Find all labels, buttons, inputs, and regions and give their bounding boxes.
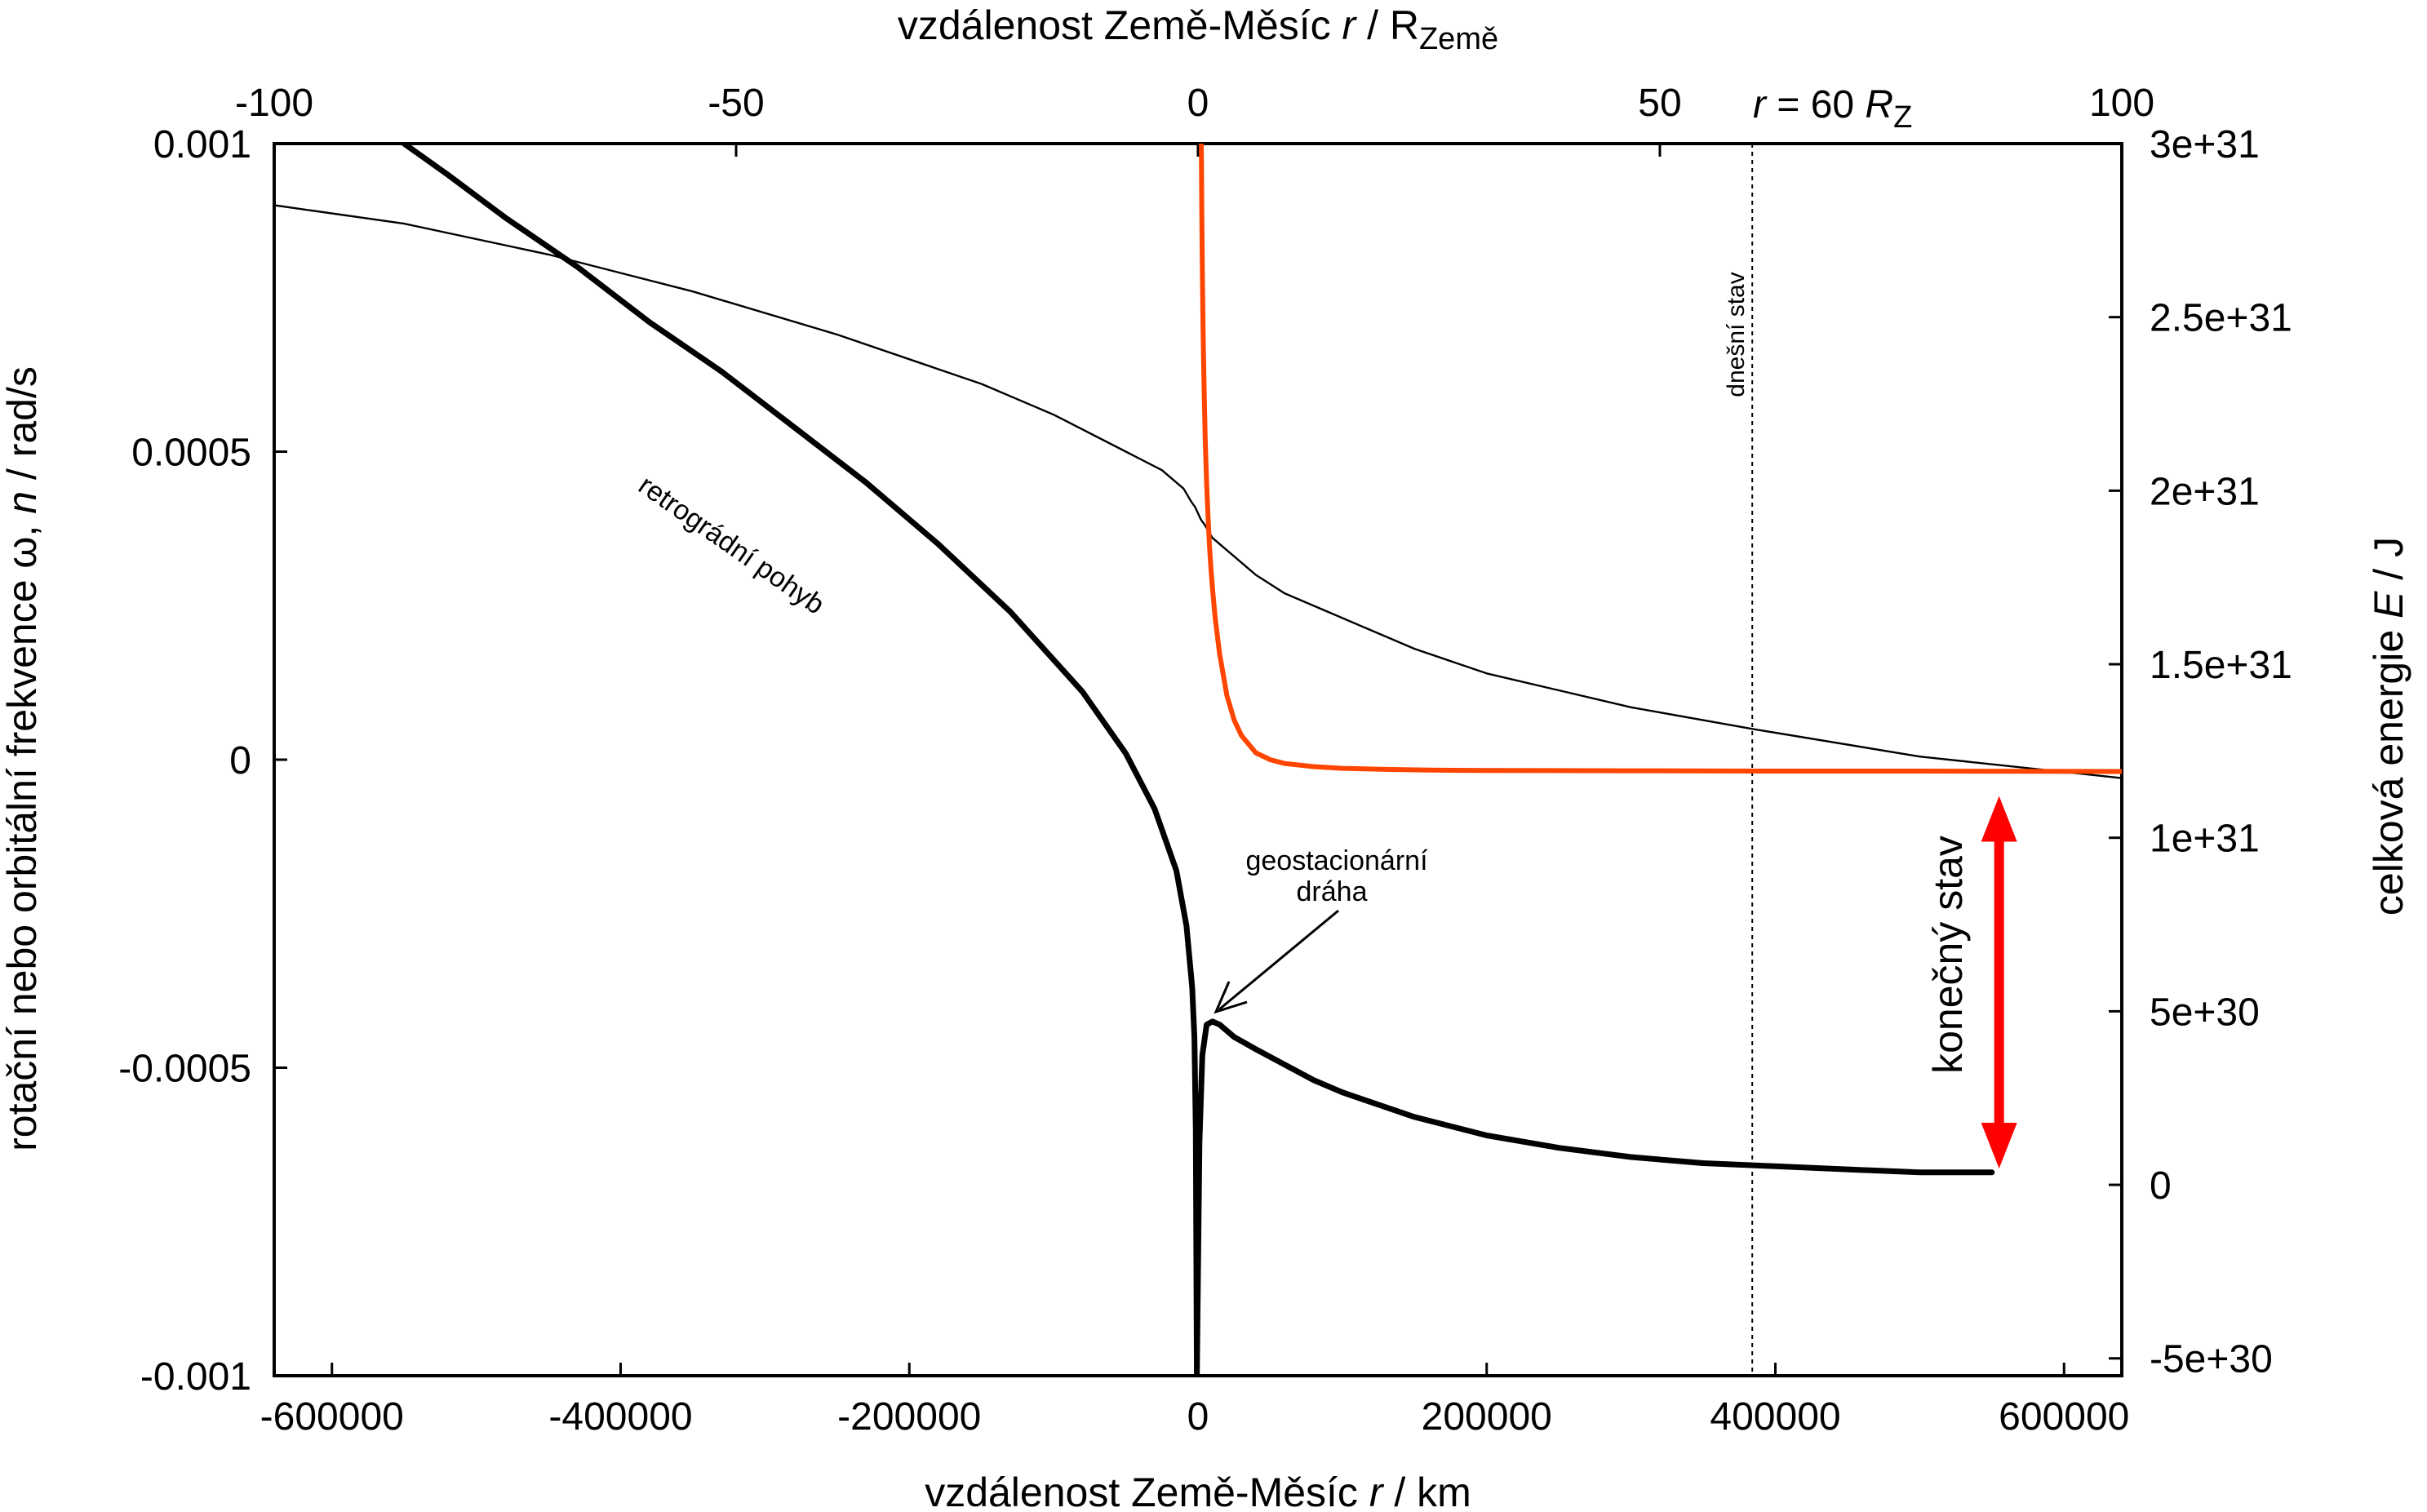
moon-distance-note: r = 60 RZ — [1753, 83, 1912, 135]
y-right-tick-label: 2e+31 — [2150, 470, 2260, 513]
y-right-tick-label: 3e+31 — [2150, 123, 2260, 166]
y-right-tick-label: 5e+30 — [2150, 991, 2260, 1034]
y-right-tick-label: 2.5e+31 — [2150, 297, 2292, 340]
x-top-tick-label: 0 — [1187, 82, 1209, 125]
series-earth-rotation — [274, 204, 2122, 779]
y-left-tick-label: -0.001 — [140, 1355, 251, 1399]
annotation-final-state: konečný stav — [1925, 836, 1971, 1074]
axis-ticks: -600000 -400000 -200000 0 200000 400000 600000… — [118, 82, 2292, 1439]
annotation-geostationary: geostacionární — [1245, 845, 1428, 876]
y-right-tick-label: 1e+31 — [2150, 818, 2260, 861]
x-top-tick-label: -100 — [235, 82, 313, 125]
y-left-tick-label: 0 — [229, 739, 251, 783]
y-left-tick-label: 0.0005 — [131, 432, 251, 475]
x-top-title: vzdálenost Země-Měsíc r / RZemě — [898, 2, 1498, 56]
present-state-line: dnešní stav — [1723, 144, 1754, 1376]
series-orbital-frequency — [401, 144, 1995, 1376]
x-bottom-tick-label: -400000 — [548, 1395, 692, 1439]
x-bottom-tick-label: 600000 — [1999, 1395, 2129, 1439]
annotation-geostationary-2: dráha — [1297, 876, 1368, 907]
x-bottom-tick-label: 200000 — [1422, 1395, 1552, 1439]
y-right-tick-label: 0 — [2150, 1164, 2172, 1208]
y-left-tick-label: 0.001 — [153, 123, 251, 166]
y-left-title: rotační nebo orbitální frekvence ω, n / … — [0, 366, 45, 1151]
series-layer — [274, 144, 2122, 1376]
x-bottom-tick-label: -600000 — [260, 1395, 404, 1439]
final-state-arrow — [1981, 796, 2017, 1169]
y-left-tick-label: -0.0005 — [118, 1048, 251, 1091]
y-right-title: celková energie E / J — [2366, 537, 2411, 916]
series-total-energy — [1199, 144, 2122, 774]
y-right-tick-label: 1.5e+31 — [2150, 644, 2292, 687]
geo-arrow — [1214, 909, 1339, 1014]
final-arrow-head-up — [1981, 796, 2017, 842]
annotation-retrograde: retrográdní pohyb — [632, 469, 830, 620]
x-top-tick-label: 100 — [2089, 82, 2154, 125]
x-bottom-tick-label: 400000 — [1710, 1395, 1840, 1439]
y-right-tick-label: -5e+30 — [2150, 1338, 2273, 1381]
x-bottom-tick-label: 0 — [1187, 1395, 1209, 1439]
x-bottom-tick-label: -200000 — [837, 1395, 981, 1439]
x-top-tick-label: 50 — [1638, 82, 1681, 125]
x-bottom-title: vzdálenost Země-Měsíc r / km — [925, 1470, 1471, 1512]
x-top-tick-label: -50 — [708, 82, 764, 125]
final-arrow-head-down — [1981, 1123, 2017, 1169]
present-state-label: dnešní stav — [1723, 272, 1750, 397]
